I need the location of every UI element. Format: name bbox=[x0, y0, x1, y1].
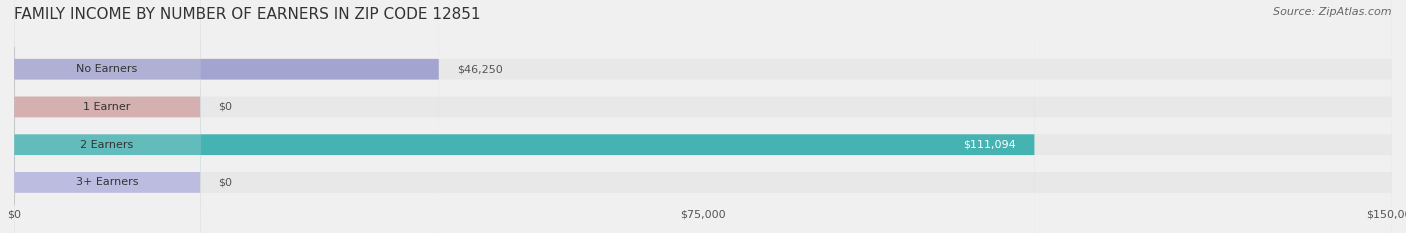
FancyBboxPatch shape bbox=[14, 0, 200, 233]
Text: 3+ Earners: 3+ Earners bbox=[76, 177, 138, 187]
Text: FAMILY INCOME BY NUMBER OF EARNERS IN ZIP CODE 12851: FAMILY INCOME BY NUMBER OF EARNERS IN ZI… bbox=[14, 7, 481, 22]
FancyBboxPatch shape bbox=[14, 0, 200, 233]
Text: No Earners: No Earners bbox=[76, 64, 138, 74]
FancyBboxPatch shape bbox=[200, 0, 1035, 233]
FancyBboxPatch shape bbox=[14, 0, 1392, 233]
Text: $0: $0 bbox=[218, 102, 232, 112]
FancyBboxPatch shape bbox=[14, 0, 200, 233]
FancyBboxPatch shape bbox=[14, 0, 200, 233]
Text: Source: ZipAtlas.com: Source: ZipAtlas.com bbox=[1274, 7, 1392, 17]
FancyBboxPatch shape bbox=[200, 0, 439, 233]
Text: $111,094: $111,094 bbox=[963, 140, 1017, 150]
FancyBboxPatch shape bbox=[14, 0, 1392, 233]
Text: 2 Earners: 2 Earners bbox=[80, 140, 134, 150]
Text: $46,250: $46,250 bbox=[457, 64, 503, 74]
FancyBboxPatch shape bbox=[14, 0, 1392, 233]
Text: $0: $0 bbox=[218, 177, 232, 187]
FancyBboxPatch shape bbox=[14, 0, 1392, 233]
Text: 1 Earner: 1 Earner bbox=[83, 102, 131, 112]
